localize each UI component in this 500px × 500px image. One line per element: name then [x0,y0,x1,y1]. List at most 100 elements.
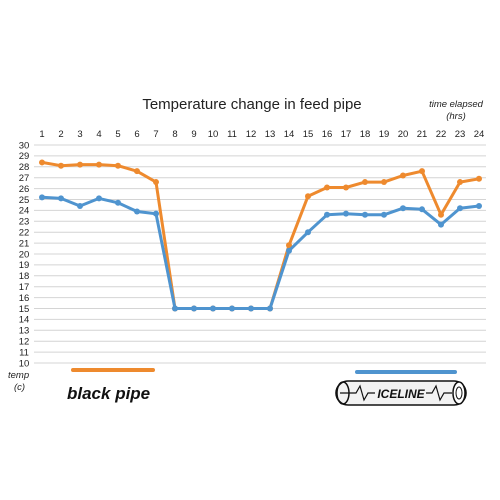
x-axis-label-line2: (hrs) [446,111,466,122]
x-tick-label-17: 17 [341,129,352,140]
data-point-black-pipe-5 [115,162,121,169]
x-tick-label-14: 14 [284,129,295,140]
x-tick-label-2: 2 [58,129,63,140]
y-tick-label-28: 28 [19,162,30,173]
y-tick-label-18: 18 [19,271,30,282]
data-point-black-pipe-18 [362,179,368,186]
y-axis-label-line1: temp [8,370,29,381]
x-tick-label-22: 22 [436,129,447,140]
y-tick-label-24: 24 [19,206,30,217]
y-tick-labels: 1011121314151617181920212223242526272829… [19,140,30,369]
x-tick-label-15: 15 [303,129,314,140]
data-point-black-pipe-19 [381,179,387,186]
data-point-iceline-19 [381,211,387,218]
x-tick-label-10: 10 [208,129,219,140]
y-tick-label-29: 29 [19,151,30,162]
x-axis-label-line1: time elapsed [429,99,484,110]
data-point-black-pipe-6 [134,168,140,175]
x-tick-label-3: 3 [77,129,82,140]
data-point-black-pipe-2 [58,162,64,169]
x-tick-label-7: 7 [153,129,158,140]
y-tick-label-13: 13 [19,326,30,337]
data-point-iceline-12 [248,305,254,312]
data-point-iceline-2 [58,195,64,202]
y-tick-label-19: 19 [19,260,30,271]
grid-lines [34,144,486,364]
data-point-iceline-8 [172,305,178,312]
x-tick-label-5: 5 [115,129,120,140]
data-point-black-pipe-17 [343,184,349,191]
data-point-iceline-3 [77,203,83,210]
y-tick-label-17: 17 [19,282,30,293]
chart-title: Temperature change in feed pipe [142,96,361,113]
data-point-iceline-10 [210,305,216,312]
data-point-iceline-18 [362,211,368,218]
x-tick-label-1: 1 [39,129,44,140]
x-tick-label-8: 8 [172,129,177,140]
x-tick-label-21: 21 [417,129,428,140]
data-point-iceline-14 [286,247,292,254]
data-point-iceline-21 [419,206,425,213]
iceline-logo-icon [335,380,467,406]
data-point-iceline-22 [438,221,444,228]
x-tick-label-24: 24 [474,129,485,140]
y-tick-label-21: 21 [19,238,30,249]
data-point-black-pipe-23 [457,179,463,186]
data-point-iceline-20 [400,205,406,212]
y-tick-label-16: 16 [19,293,30,304]
data-point-black-pipe-1 [39,159,45,166]
x-tick-label-4: 4 [96,129,101,140]
data-point-iceline-16 [324,211,330,218]
y-tick-label-27: 27 [19,173,30,184]
series-iceline [39,194,482,312]
data-point-iceline-7 [153,210,159,217]
data-point-black-pipe-16 [324,184,330,191]
y-tick-label-15: 15 [19,304,30,315]
data-point-black-pipe-7 [153,179,159,186]
x-tick-labels: 1 2 3 4 5 6 7 8 9 10 11 12 13 14 15 16 17 18 19 20 21 22 23 24 [39,129,484,140]
data-point-iceline-17 [343,210,349,217]
data-point-iceline-15 [305,229,311,236]
data-point-iceline-24 [476,203,482,210]
y-tick-label-12: 12 [19,337,30,348]
x-tick-label-9: 9 [191,129,196,140]
data-point-iceline-1 [39,194,45,201]
series-black-pipe [39,159,482,312]
data-point-black-pipe-3 [77,161,83,168]
data-point-iceline-11 [229,305,235,312]
x-tick-label-12: 12 [246,129,257,140]
x-tick-label-11: 11 [227,129,237,140]
y-axis-label-line2: (c) [14,382,25,393]
x-tick-label-18: 18 [360,129,371,140]
data-point-black-pipe-22 [438,211,444,218]
data-point-iceline-23 [457,205,463,212]
data-point-iceline-5 [115,199,121,206]
x-tick-label-13: 13 [265,129,276,140]
x-tick-label-19: 19 [379,129,390,140]
y-tick-label-30: 30 [19,140,30,151]
x-tick-label-6: 6 [134,129,139,140]
y-tick-label-23: 23 [19,217,30,228]
x-tick-label-23: 23 [455,129,466,140]
y-tick-label-11: 11 [19,347,29,358]
data-point-black-pipe-14 [286,242,292,249]
y-tick-label-22: 22 [19,228,30,239]
data-point-black-pipe-21 [419,168,425,175]
series-layer [39,159,482,312]
legend-label-black-pipe: black pipe [67,384,150,403]
y-tick-label-14: 14 [19,315,30,326]
data-point-black-pipe-24 [476,175,482,182]
y-tick-label-10: 10 [19,358,30,369]
data-point-iceline-9 [191,305,197,312]
y-tick-label-26: 26 [19,184,30,195]
data-point-black-pipe-4 [96,161,102,168]
x-tick-label-20: 20 [398,129,409,140]
series-line-iceline [40,195,481,310]
legend-black-pipe: black pipe [67,368,155,403]
data-point-iceline-4 [96,195,102,202]
legend-label-iceline: ICELINE [377,387,425,401]
data-point-black-pipe-15 [305,193,311,200]
y-tick-label-25: 25 [19,195,30,206]
y-tick-label-20: 20 [19,249,30,260]
